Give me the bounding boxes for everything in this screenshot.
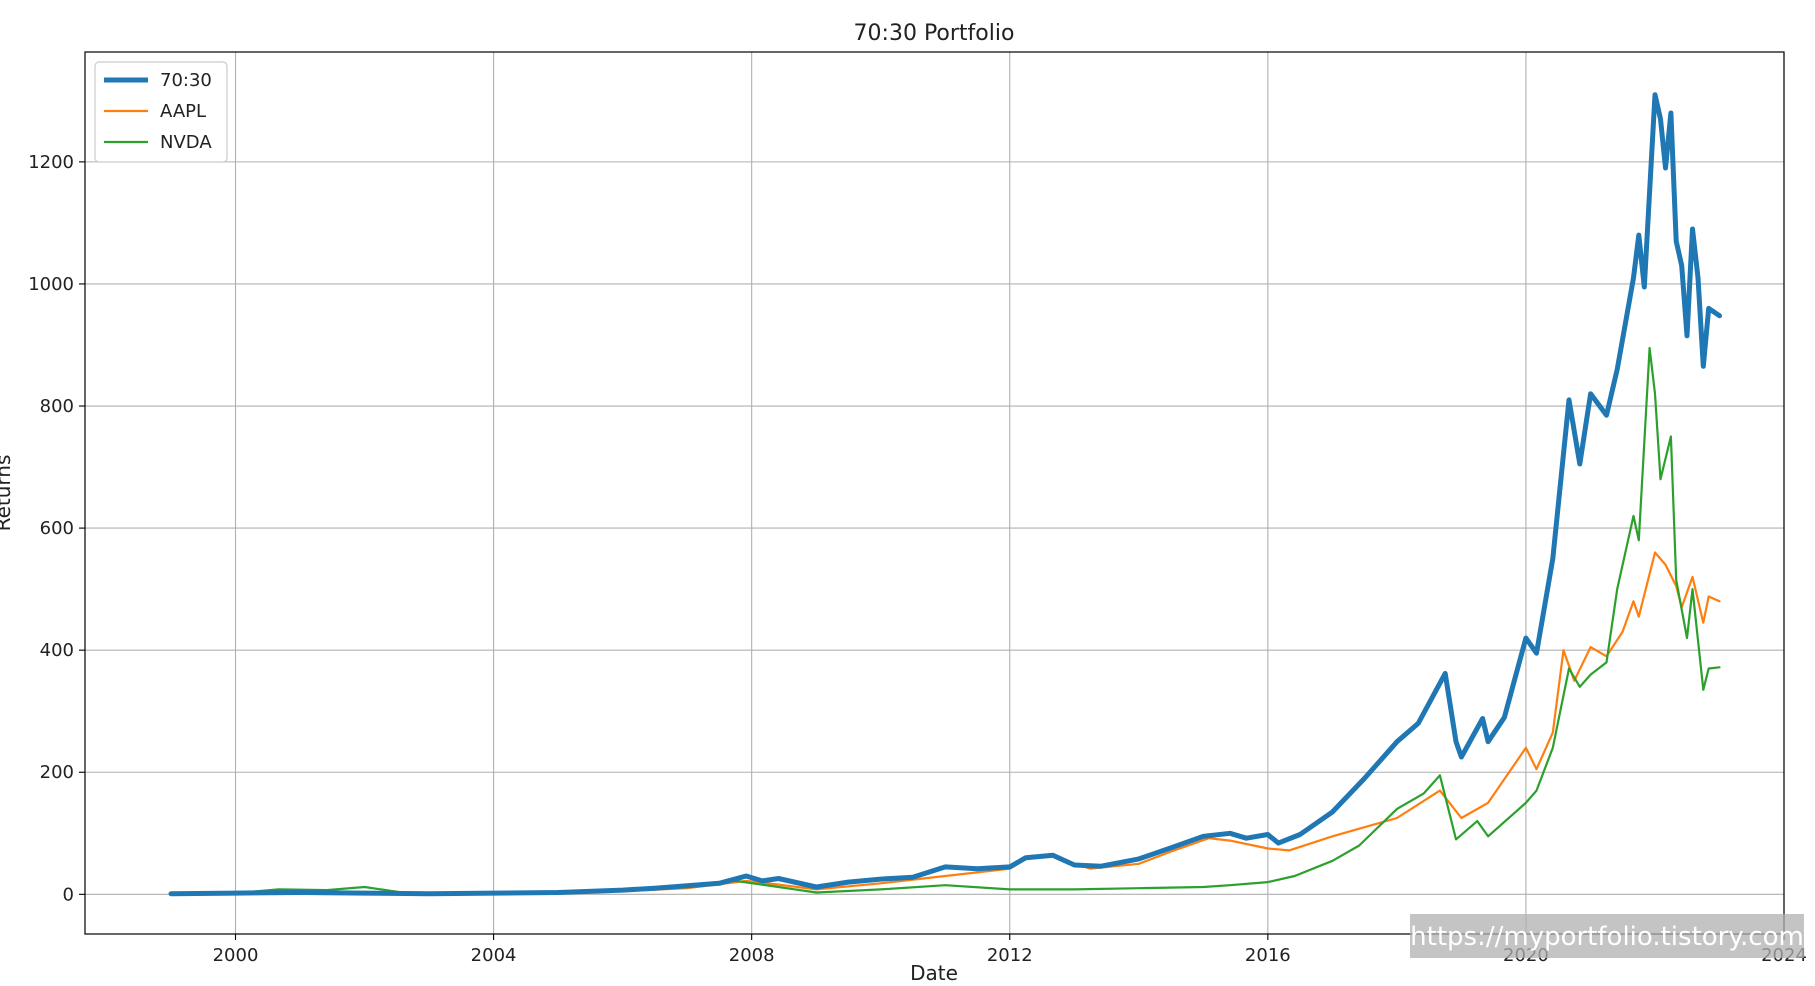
y-axis-label: Returns bbox=[0, 455, 15, 532]
series-line-70-30 bbox=[168, 92, 1722, 897]
series-line-aapl bbox=[169, 551, 1721, 896]
plot-area-frame bbox=[84, 51, 1785, 935]
series-lines bbox=[168, 92, 1722, 897]
watermark-text: https://myportfolio.tistory.com bbox=[1410, 922, 1804, 952]
legend: 70:30 AAPL NVDA bbox=[94, 61, 228, 163]
y-tick-label: 600 bbox=[40, 518, 74, 539]
chart-title: 70:30 Portfolio bbox=[854, 21, 1015, 46]
y-tick-label: 0 bbox=[63, 884, 74, 905]
x-tick-label: 2000 bbox=[213, 945, 259, 966]
legend-frame bbox=[94, 61, 228, 163]
y-tick-label: 1000 bbox=[28, 274, 74, 295]
y-tick-label: 800 bbox=[40, 396, 74, 417]
x-tick-label: 2008 bbox=[729, 945, 775, 966]
x-tick-label: 2016 bbox=[1245, 945, 1291, 966]
y-tick-label: 400 bbox=[40, 640, 74, 661]
y-tick-label: 1200 bbox=[28, 152, 74, 173]
y-axis-ticks: 0 200 400 600 800 1000 1200 bbox=[28, 152, 85, 905]
watermark: https://myportfolio.tistory.com bbox=[1410, 914, 1804, 958]
y-tick-label: 200 bbox=[40, 762, 74, 783]
watermark-background bbox=[1410, 914, 1804, 958]
x-tick-label: 2012 bbox=[987, 945, 1033, 966]
legend-label: AAPL bbox=[160, 101, 206, 122]
grid-lines bbox=[85, 52, 1785, 934]
series-line-nvda bbox=[169, 346, 1721, 896]
x-tick-label: 2004 bbox=[471, 945, 517, 966]
legend-label: 70:30 bbox=[160, 70, 212, 91]
x-axis-label: Date bbox=[910, 961, 958, 985]
legend-label: NVDA bbox=[160, 132, 212, 153]
